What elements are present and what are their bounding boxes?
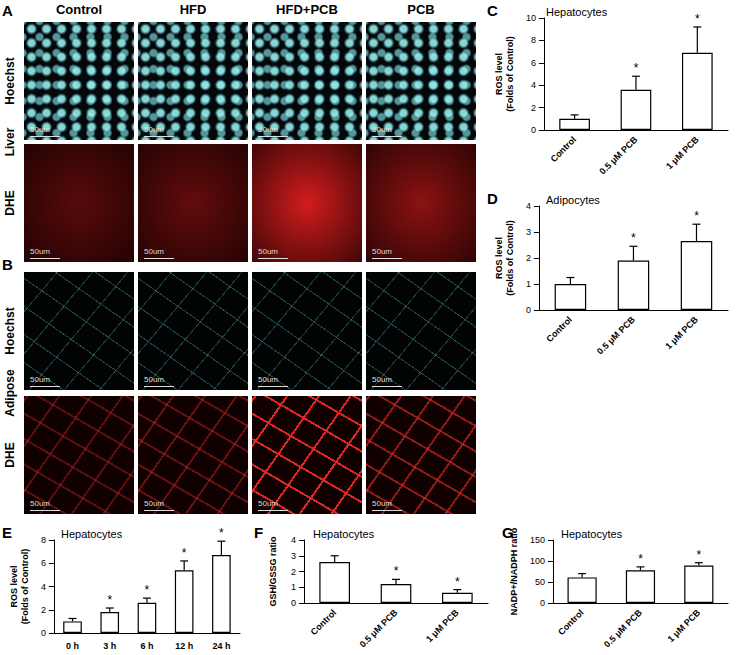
svg-text:ROS level: ROS level xyxy=(9,565,19,607)
svg-text:GSH/GSSG ratio: GSH/GSSG ratio xyxy=(268,536,278,607)
svg-text:8: 8 xyxy=(41,535,46,545)
svg-text:*: * xyxy=(638,552,643,566)
svg-text:4: 4 xyxy=(291,535,296,545)
svg-text:0.5 μM PCB: 0.5 μM PCB xyxy=(597,134,639,176)
svg-text:4: 4 xyxy=(41,582,46,592)
svg-text:6: 6 xyxy=(41,558,46,568)
svg-text:*: * xyxy=(145,583,150,597)
svg-text:*: * xyxy=(455,575,460,589)
svg-text:100: 100 xyxy=(530,556,545,566)
svg-text:1: 1 xyxy=(291,582,296,592)
svg-text:0: 0 xyxy=(291,598,296,608)
svg-text:1: 1 xyxy=(526,279,531,289)
svg-text:24 h: 24 h xyxy=(212,641,230,651)
svg-text:Control: Control xyxy=(309,607,339,637)
svg-text:(Folds of Control): (Folds of Control) xyxy=(505,36,515,111)
svg-text:2: 2 xyxy=(41,605,46,615)
svg-text:4: 4 xyxy=(526,201,531,211)
svg-text:ROS level: ROS level xyxy=(494,237,504,279)
svg-text:Control: Control xyxy=(548,134,578,164)
svg-text:0: 0 xyxy=(531,125,536,135)
svg-text:*: * xyxy=(219,526,224,540)
svg-text:8: 8 xyxy=(531,35,536,45)
svg-text:50: 50 xyxy=(535,577,545,587)
svg-text:0: 0 xyxy=(41,628,46,638)
svg-text:0.5 μM PCB: 0.5 μM PCB xyxy=(602,607,644,649)
svg-text:Hepatocytes: Hepatocytes xyxy=(61,528,123,540)
svg-text:*: * xyxy=(696,548,701,562)
svg-text:*: * xyxy=(634,61,639,75)
svg-text:1 μM PCB: 1 μM PCB xyxy=(663,314,700,351)
svg-text:Hepatocytes: Hepatocytes xyxy=(546,6,608,18)
svg-text:*: * xyxy=(182,546,187,560)
svg-text:150: 150 xyxy=(530,535,545,545)
svg-text:*: * xyxy=(394,564,399,578)
svg-text:*: * xyxy=(107,593,112,607)
svg-text:0: 0 xyxy=(540,598,545,608)
svg-text:1 μM PCB: 1 μM PCB xyxy=(664,134,701,171)
svg-text:0.5 μM PCB: 0.5 μM PCB xyxy=(595,314,637,356)
svg-text:(Folds of Control): (Folds of Control) xyxy=(20,549,30,624)
svg-text:Control: Control xyxy=(556,607,586,637)
svg-text:Hepatocytes: Hepatocytes xyxy=(561,528,623,540)
svg-text:10: 10 xyxy=(526,13,536,23)
svg-text:2: 2 xyxy=(531,103,536,113)
svg-text:6: 6 xyxy=(531,58,536,68)
svg-text:2: 2 xyxy=(291,567,296,577)
svg-text:*: * xyxy=(694,209,699,223)
svg-text:(Folds of Control): (Folds of Control) xyxy=(505,220,515,295)
svg-text:3 h: 3 h xyxy=(103,641,116,651)
svg-text:0 h: 0 h xyxy=(66,641,79,651)
svg-text:4: 4 xyxy=(531,80,536,90)
svg-text:12 h: 12 h xyxy=(175,641,193,651)
svg-text:0: 0 xyxy=(526,305,531,315)
svg-text:6 h: 6 h xyxy=(140,641,153,651)
svg-text:2: 2 xyxy=(526,253,531,263)
svg-text:Hepatocytes: Hepatocytes xyxy=(313,528,375,540)
svg-text:Adipocytes: Adipocytes xyxy=(546,194,600,206)
svg-text:*: * xyxy=(695,12,700,26)
svg-text:*: * xyxy=(631,231,636,245)
svg-text:1 μM PCB: 1 μM PCB xyxy=(424,607,461,644)
svg-text:ROS level: ROS level xyxy=(494,53,504,95)
svg-text:3: 3 xyxy=(291,551,296,561)
svg-text:1 μM PCB: 1 μM PCB xyxy=(666,607,703,644)
svg-text:3: 3 xyxy=(526,227,531,237)
svg-text:0.5 μM PCB: 0.5 μM PCB xyxy=(358,607,400,649)
svg-text:Control: Control xyxy=(544,314,574,344)
